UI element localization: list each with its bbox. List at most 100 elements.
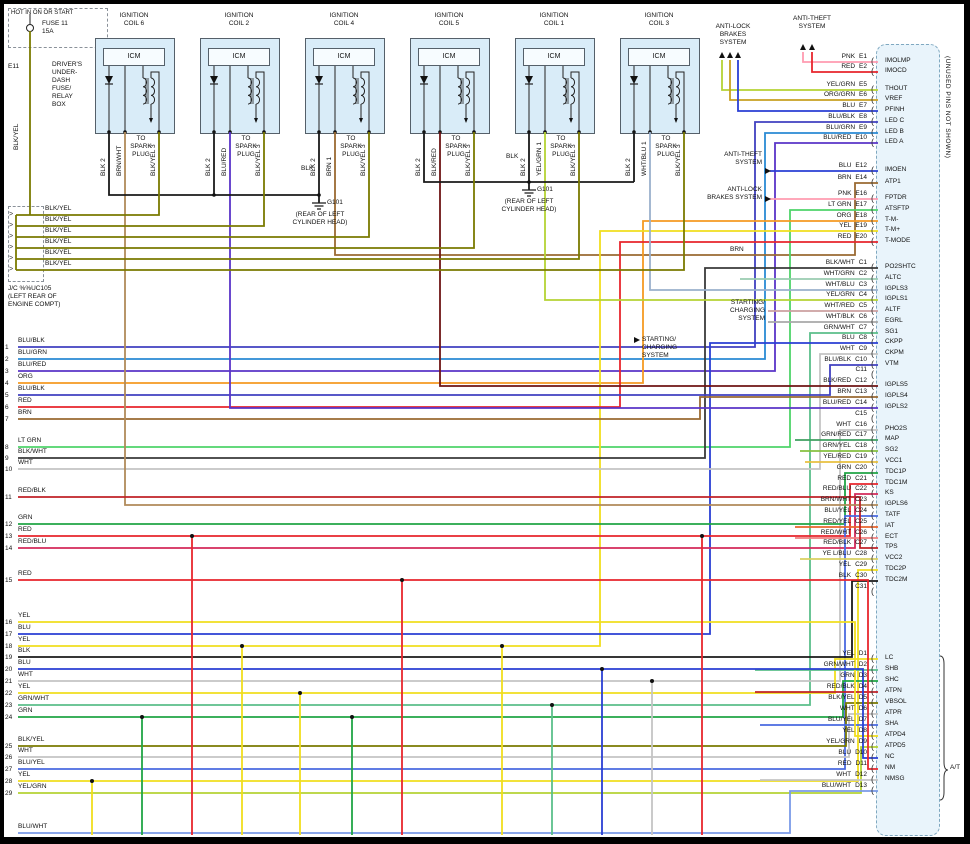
pin-wire-label: WHT/RED C5 [755, 302, 867, 310]
wire-color-label: BLU/YEL [824, 507, 852, 514]
pin-id: C29 [855, 561, 867, 568]
connector-bracket-icon: ( [871, 94, 874, 104]
wire-number: 20 [5, 666, 13, 673]
pin-signal-label: TDC1P [885, 468, 907, 475]
pin-wire-label: YEL/GRN E5 [755, 81, 868, 89]
pin-wire-label: WHT C16 [755, 421, 867, 429]
pin-id: C16 [855, 421, 867, 428]
spark-label: PLUG [447, 151, 465, 158]
connector-bracket-icon: ( [871, 294, 874, 304]
wire-blk-yel [16, 132, 160, 216]
pin-signal-label: LED C [885, 117, 905, 124]
wire-color-label: GRN/RED [821, 431, 852, 438]
relay-box-label: DASH [52, 77, 71, 84]
wire-color-label: GRN/WHT [823, 661, 855, 668]
icm-box: ICM [523, 48, 585, 66]
wire-number: 19 [5, 654, 13, 661]
wire-blu-red [229, 132, 878, 409]
pin-wire-label: RED/BLK D4 [755, 683, 867, 691]
wire-number: 10 [5, 466, 13, 473]
fusebox-connector-id: E11 [8, 63, 20, 70]
wire-color-label: RED [18, 570, 32, 577]
spark-label: PLUG [342, 151, 360, 158]
wire-red [18, 241, 878, 408]
connector-bracket-icon: ( [871, 348, 874, 358]
pin-id: C26 [855, 529, 867, 536]
icm-box: ICM [208, 48, 270, 66]
wire-color-label: BLK [18, 647, 31, 654]
pin-id: C27 [855, 539, 867, 546]
connector-bracket-icon: ( [871, 66, 874, 76]
pin-signal-label: TPS [885, 543, 898, 550]
pin-signal-label: ALTC [885, 274, 902, 281]
pin-id: C7 [858, 324, 867, 331]
connector-bracket-icon: ( [871, 445, 874, 455]
wire-color-vertical-label: YEL/GRN 1 [536, 142, 543, 176]
wire-number: 2 [5, 356, 9, 363]
connector-bracket-icon: ( [871, 730, 874, 740]
wire-number: 21 [5, 678, 13, 685]
pin-wire-label: GRN/WHT C7 [755, 324, 867, 332]
wire-color-label: WHT [18, 747, 33, 754]
pin-id: D7 [858, 716, 867, 723]
pin-wire-label: BLU/BLK E8 [755, 113, 867, 121]
wire-color-label: GRN/WHT [18, 695, 50, 702]
wire-blk [423, 132, 634, 183]
pin-signal-label: ATPR [885, 709, 902, 716]
system-label: CHARGING [642, 344, 678, 351]
connector-bracket-icon: ( [871, 402, 874, 412]
wire-color-label: WHT [18, 671, 33, 678]
coil-title: IGNITION [539, 12, 569, 19]
pin-id: C22 [855, 485, 867, 492]
connector-bracket-icon: ( [871, 204, 874, 214]
internal-line [570, 71, 580, 132]
pin-id: E1 [859, 53, 867, 60]
wire-color-label: BLK/YEL [45, 205, 72, 212]
pin-wire-label: BLU/BLK C10 [755, 356, 867, 364]
junction-dot [212, 193, 216, 197]
wire-blu-wht [18, 790, 878, 834]
pin-id: C24 [855, 507, 867, 514]
pin-signal-label: PHO2S [885, 425, 908, 432]
pin-signal-label: IGPLS5 [885, 381, 908, 388]
pin-id: D13 [855, 782, 867, 789]
coil-winding-icon [247, 77, 253, 105]
spark-label: TO [556, 135, 566, 142]
wire-blu-yel [18, 515, 878, 770]
pin-id: D6 [858, 705, 867, 712]
coil-winding-icon [352, 77, 358, 105]
pin-signal-label: ATPD4 [885, 731, 906, 738]
spark-arrow-icon [149, 118, 153, 123]
wire-color-label: BLK/WHT [825, 259, 855, 266]
pin-wire-label: YEL/GRN D9 [755, 738, 867, 746]
internal-line [360, 71, 370, 132]
relay-box-label: DRIVER'S [52, 61, 83, 68]
diode-icon [210, 76, 218, 84]
wire-yel-grn [544, 132, 878, 301]
connector-bracket-icon: ( [871, 273, 874, 283]
pin-id: E12 [855, 162, 867, 169]
spark-label: PLUG [657, 151, 675, 158]
pin-wire-label: BLU/YEL D7 [755, 716, 867, 724]
pin-signal-label: TATF [885, 511, 901, 518]
pin-id: D1 [858, 650, 867, 657]
pin-signal-label: IMOLMP [885, 57, 911, 64]
connector-bracket-icon: ( [871, 686, 874, 696]
pin-wire-label: BLU/RED C14 [755, 399, 867, 407]
junction-name: J/C %%UC105 [8, 285, 52, 292]
relay-box-label: RELAY [52, 93, 73, 100]
pin-wire-label: BLU/WHT D13 [755, 782, 867, 790]
wire-color-label: RED [837, 760, 852, 767]
wire-color-label: BRN [837, 174, 852, 181]
wire-number: 7 [5, 416, 9, 423]
pin-signal-label: IMOCD [885, 67, 907, 74]
connector-bracket-icon: ( [871, 521, 874, 531]
pin-wire-label: BLU E7 [755, 102, 867, 110]
pin-wire-label: YEL C29 [755, 561, 867, 569]
pin-signal-label: KS [885, 489, 894, 496]
diode-icon [420, 76, 428, 84]
connector-bracket-icon: ( [871, 56, 874, 66]
pin-signal-label: SG1 [885, 328, 899, 335]
coil-title: COIL 1 [543, 20, 565, 27]
wire-pnk [802, 52, 878, 63]
